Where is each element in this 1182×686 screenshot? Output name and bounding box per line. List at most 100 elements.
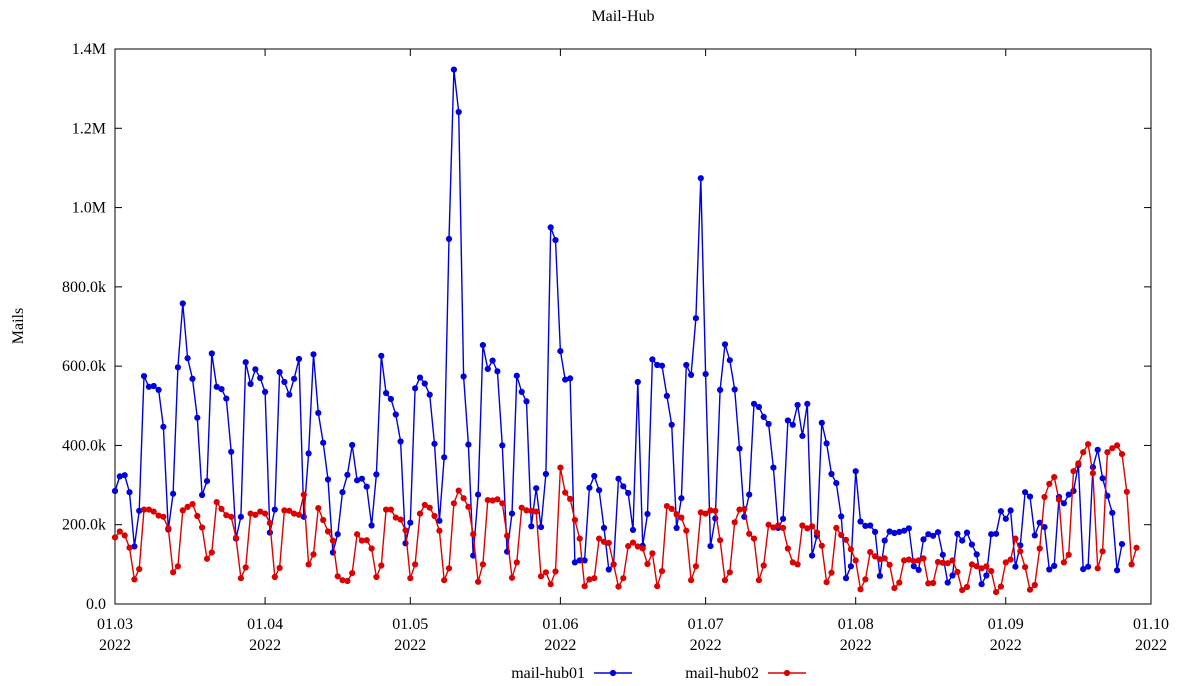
data-point [823, 579, 830, 586]
data-point [1036, 545, 1043, 552]
data-point [295, 511, 303, 518]
data-point [746, 491, 753, 498]
data-point [1114, 567, 1121, 574]
data-point [276, 564, 283, 572]
data-point [470, 531, 477, 538]
legend-label: mail-hub02 [685, 665, 759, 682]
data-point [562, 376, 569, 383]
data-point [1109, 445, 1116, 452]
data-point [615, 583, 622, 590]
data-point [199, 491, 206, 499]
data-point [925, 531, 932, 538]
data-point [339, 489, 346, 496]
data-point [1123, 488, 1130, 495]
data-point [310, 351, 317, 358]
data-point [552, 568, 559, 575]
data-point [416, 510, 424, 517]
data-point [876, 572, 884, 580]
data-point [838, 513, 845, 520]
data-point [600, 524, 608, 532]
data-point [1080, 566, 1087, 573]
data-point [383, 390, 390, 397]
y-tick-label: 1.0M [72, 200, 106, 217]
data-point [997, 583, 1005, 590]
data-point [455, 108, 462, 116]
data-point [1041, 493, 1048, 501]
data-point [116, 473, 123, 480]
data-point [1036, 519, 1043, 526]
data-point [1085, 441, 1092, 448]
data-point [339, 577, 346, 584]
data-point [1051, 562, 1058, 570]
data-point [499, 500, 506, 507]
data-point [489, 357, 496, 364]
data-point [494, 368, 501, 375]
data-point [784, 417, 792, 424]
data-point [770, 524, 777, 531]
data-point [557, 348, 564, 355]
data-point [295, 355, 303, 363]
data-point [934, 558, 942, 566]
data-point [1017, 548, 1024, 555]
data-point [160, 423, 167, 430]
data-point [605, 539, 612, 547]
data-point [368, 545, 375, 552]
x-tick-label: 01.05 [392, 616, 428, 633]
data-point [663, 503, 671, 510]
data-point [770, 464, 777, 471]
data-point [857, 586, 864, 593]
data-point [489, 497, 496, 504]
data-point [959, 587, 966, 594]
data-point [126, 544, 133, 551]
data-point [262, 388, 269, 395]
data-point [993, 530, 1000, 537]
data-point [266, 520, 273, 527]
data-point [387, 395, 394, 403]
data-point [978, 565, 985, 572]
data-point [257, 508, 264, 515]
data-point [131, 576, 138, 583]
data-point [121, 532, 128, 539]
series-line-mail-hub01 [114, 69, 1123, 587]
data-point [905, 525, 913, 532]
data-point [145, 383, 152, 390]
data-point [944, 560, 951, 567]
data-point [445, 235, 453, 242]
data-point [581, 583, 588, 590]
data-point [726, 357, 733, 364]
data-point [392, 411, 399, 418]
data-point [431, 512, 438, 520]
data-point [639, 545, 646, 552]
data-point [184, 355, 191, 362]
data-point [344, 577, 351, 585]
data-point [697, 509, 704, 516]
data-point [281, 507, 288, 514]
data-point [150, 508, 157, 515]
x-tick-label: 01.06 [542, 616, 578, 633]
data-point [315, 505, 322, 512]
data-point [228, 448, 235, 455]
data-point [910, 558, 917, 565]
data-point [683, 527, 690, 534]
data-point [765, 420, 772, 428]
data-point [717, 386, 724, 393]
legend-label: mail-hub01 [511, 665, 585, 682]
data-point [324, 476, 332, 483]
data-point [736, 506, 743, 513]
data-point [494, 496, 501, 503]
data-point [1002, 515, 1009, 522]
data-point [397, 438, 404, 445]
data-point [479, 342, 486, 349]
data-point [291, 375, 298, 382]
data-point [862, 576, 869, 583]
legend: mail-hub01 mail-hub02 [511, 665, 806, 682]
data-point [354, 531, 361, 538]
data-point [145, 506, 152, 513]
data-point [707, 543, 714, 550]
data-point [591, 575, 598, 582]
data-point [944, 579, 951, 586]
data-point [1118, 541, 1126, 548]
data-point [862, 522, 869, 530]
data-point [552, 237, 559, 244]
data-point [673, 524, 680, 532]
